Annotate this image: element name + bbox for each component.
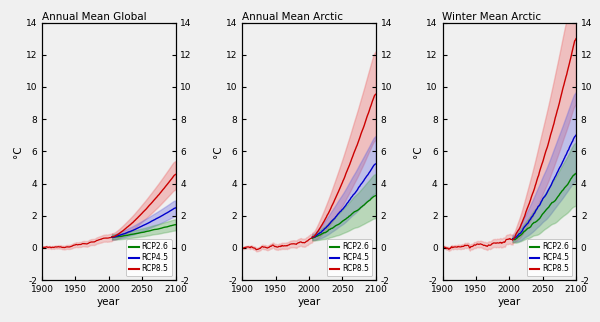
Text: Annual Mean Arctic: Annual Mean Arctic <box>242 12 343 22</box>
Y-axis label: °C: °C <box>13 145 23 158</box>
X-axis label: year: year <box>497 297 521 307</box>
Legend: RCP2.6, RCP4.5, RCP8.5: RCP2.6, RCP4.5, RCP8.5 <box>527 239 572 276</box>
Legend: RCP2.6, RCP4.5, RCP8.5: RCP2.6, RCP4.5, RCP8.5 <box>326 239 372 276</box>
Legend: RCP2.6, RCP4.5, RCP8.5: RCP2.6, RCP4.5, RCP8.5 <box>127 239 172 276</box>
Y-axis label: °C: °C <box>213 145 223 158</box>
Text: Annual Mean Global: Annual Mean Global <box>42 12 146 22</box>
Text: Winter Mean Arctic: Winter Mean Arctic <box>443 12 542 22</box>
Y-axis label: °C: °C <box>413 145 424 158</box>
X-axis label: year: year <box>97 297 121 307</box>
X-axis label: year: year <box>298 297 320 307</box>
